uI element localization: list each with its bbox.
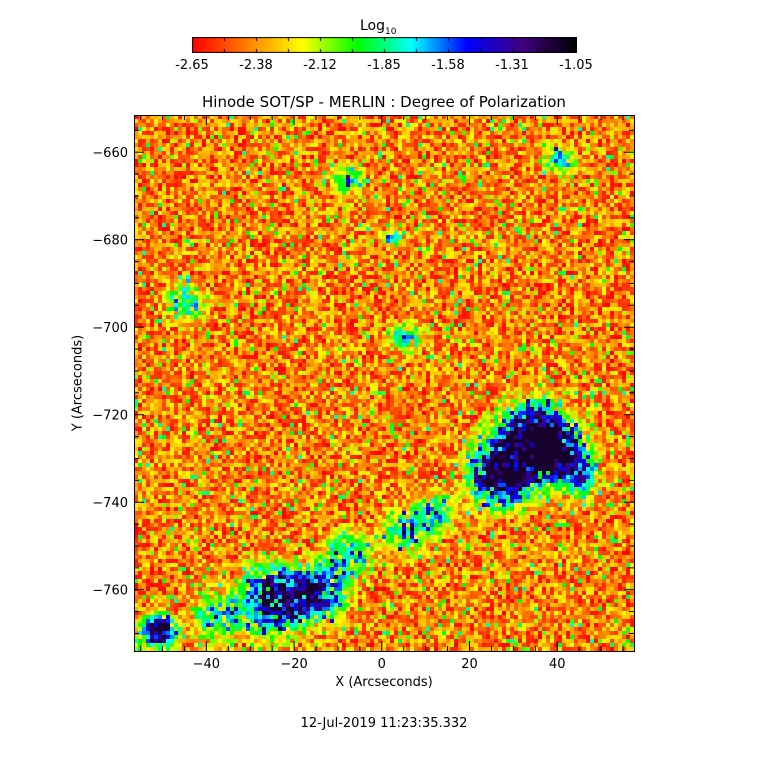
y-tick-label: −740 <box>92 496 128 511</box>
colorbar-label-text: Log <box>360 18 386 34</box>
colorbar-tick-label: -2.65 <box>175 58 209 73</box>
x-tick-label: 20 <box>461 657 478 672</box>
plot-frame <box>134 115 635 652</box>
colorbar-tick-label: -1.85 <box>367 58 401 73</box>
y-tick-label: −720 <box>92 409 128 424</box>
x-tick-label: 40 <box>549 657 566 672</box>
y-tick-label: −760 <box>92 584 128 599</box>
y-tick-label: −680 <box>92 234 128 249</box>
x-tick-label: −20 <box>280 657 307 672</box>
y-tick-label: −700 <box>92 321 128 336</box>
colorbar-tick-label: -1.05 <box>559 58 593 73</box>
colorbar-tick-label: -1.31 <box>495 58 529 73</box>
y-axis-label: Y (Arcseconds) <box>70 334 86 432</box>
chart-title: Hinode SOT/SP - MERLIN : Degree of Polar… <box>202 93 566 111</box>
timestamp: 12-Jul-2019 11:23:35.332 <box>300 716 468 731</box>
colorbar-tick-label: -2.38 <box>239 58 273 73</box>
colorbar-tick-label: -1.58 <box>431 58 465 73</box>
polarization-heatmap <box>134 115 634 651</box>
colorbar <box>192 37 577 53</box>
colorbar-label-subscript: 10 <box>385 26 397 37</box>
x-tick-label: 0 <box>378 657 386 672</box>
x-tick-label: −40 <box>193 657 220 672</box>
colorbar-tick-label: -2.12 <box>303 58 337 73</box>
y-tick-label: −660 <box>92 146 128 161</box>
x-axis-label: X (Arcseconds) <box>335 675 433 690</box>
colorbar-label: Log10 <box>360 18 396 37</box>
